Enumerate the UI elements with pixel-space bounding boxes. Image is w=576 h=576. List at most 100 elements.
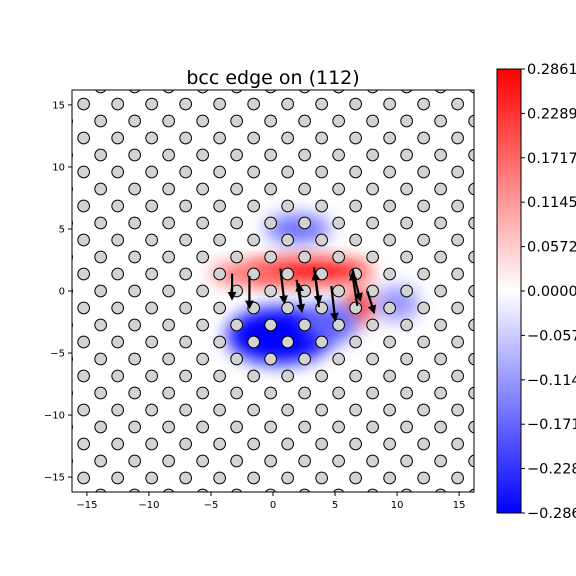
atom-marker xyxy=(486,166,498,178)
atom-marker xyxy=(94,420,107,434)
atom-marker xyxy=(434,454,447,468)
atom-marker xyxy=(163,488,175,492)
colorbar-tick-label: 0.2289 xyxy=(527,106,576,122)
atom-marker xyxy=(349,369,362,383)
atom-marker xyxy=(111,165,124,179)
atom-marker xyxy=(111,267,124,281)
x-tick-label: 15 xyxy=(453,500,466,511)
atom-marker xyxy=(468,182,474,196)
atom-marker xyxy=(486,234,498,246)
atom-marker xyxy=(486,200,498,212)
atom-marker xyxy=(230,250,243,264)
atom-marker xyxy=(468,284,474,298)
atom-marker xyxy=(264,454,277,468)
plot-area: −15 −10 −5 0 5 10 15 −15 −10 −5 0 5 10 15 xyxy=(44,47,498,518)
atom-marker xyxy=(72,491,73,492)
atom-marker xyxy=(366,318,379,332)
atom-marker xyxy=(213,199,226,213)
displacement-arrow xyxy=(330,285,339,322)
atom-marker xyxy=(179,199,192,213)
atom-marker xyxy=(417,403,430,417)
atom-marker xyxy=(77,301,90,315)
x-tick-label: 5 xyxy=(332,500,338,511)
atom-marker xyxy=(196,216,209,230)
atom-marker xyxy=(179,267,192,281)
atom-marker xyxy=(281,165,294,179)
atom-marker xyxy=(94,216,107,230)
atom-marker xyxy=(196,284,209,298)
atom-marker xyxy=(315,335,328,349)
atom-marker xyxy=(213,267,226,281)
atom-marker xyxy=(162,148,175,162)
atom-marker xyxy=(94,114,107,128)
atom-marker xyxy=(400,182,413,196)
atom-marker xyxy=(179,437,192,451)
atom-marker xyxy=(180,506,192,518)
atom-marker xyxy=(468,386,474,400)
colorbar-tick-label: 0.2861 xyxy=(527,62,576,78)
atom-marker xyxy=(434,250,447,264)
atom-marker xyxy=(434,318,447,332)
atom-marker xyxy=(94,284,107,298)
atom-marker xyxy=(78,64,90,76)
atom-marker xyxy=(213,131,226,145)
atom-marker xyxy=(95,90,107,94)
atom-marker xyxy=(213,97,226,111)
atom-marker xyxy=(434,352,447,366)
atom-marker xyxy=(486,98,498,110)
atom-marker xyxy=(417,131,430,145)
atom-marker xyxy=(111,471,124,485)
colorbar: 0.2861 0.2289 0.1717 0.1145 0.0572 0.0000 −0.0… xyxy=(496,62,576,522)
atom-marker xyxy=(298,216,311,230)
atom-marker xyxy=(77,471,90,485)
atom-marker xyxy=(366,114,379,128)
atom-marker xyxy=(315,199,328,213)
atom-marker xyxy=(231,488,243,492)
atom-marker xyxy=(213,233,226,247)
atom-marker xyxy=(265,47,277,59)
x-tick-label: 0 xyxy=(270,500,276,511)
atom-marker xyxy=(400,114,413,128)
atom-marker xyxy=(486,370,498,382)
atom-marker xyxy=(417,267,430,281)
y-tick-label: 5 xyxy=(59,224,65,235)
atom-marker xyxy=(349,437,362,451)
atom-marker xyxy=(213,369,226,383)
atom-marker xyxy=(435,488,447,492)
colorbar-tick-label: −0.228 xyxy=(527,462,576,478)
atom-marker xyxy=(434,386,447,400)
atom-marker xyxy=(248,506,260,518)
atom-marker xyxy=(332,216,345,230)
atom-marker xyxy=(486,472,498,484)
atom-marker xyxy=(469,47,481,59)
atom-marker xyxy=(299,488,311,492)
atom-marker xyxy=(128,216,141,230)
atom-marker xyxy=(451,131,464,145)
atom-marker xyxy=(400,386,413,400)
atom-marker xyxy=(298,250,311,264)
atom-marker xyxy=(281,437,294,451)
atom-marker xyxy=(197,47,209,59)
atom-marker xyxy=(264,250,277,264)
atom-marker xyxy=(95,488,107,492)
atom-marker xyxy=(230,386,243,400)
atom-marker xyxy=(332,114,345,128)
strain-blob xyxy=(265,214,331,244)
atom-marker xyxy=(145,369,158,383)
displacement-arrow xyxy=(366,290,377,315)
atom-marker xyxy=(281,131,294,145)
atom-marker xyxy=(332,148,345,162)
atom-marker xyxy=(281,403,294,417)
displacement-arrow xyxy=(348,271,359,307)
atom-marker xyxy=(417,199,430,213)
atom-marker xyxy=(94,352,107,366)
atom-marker xyxy=(434,216,447,230)
atom-marker xyxy=(383,199,396,213)
atom-marker xyxy=(179,165,192,179)
atom-marker xyxy=(434,114,447,128)
atom-marker xyxy=(383,97,396,111)
atom-marker xyxy=(468,352,474,366)
atom-marker xyxy=(128,386,141,400)
atom-marker xyxy=(401,488,413,492)
